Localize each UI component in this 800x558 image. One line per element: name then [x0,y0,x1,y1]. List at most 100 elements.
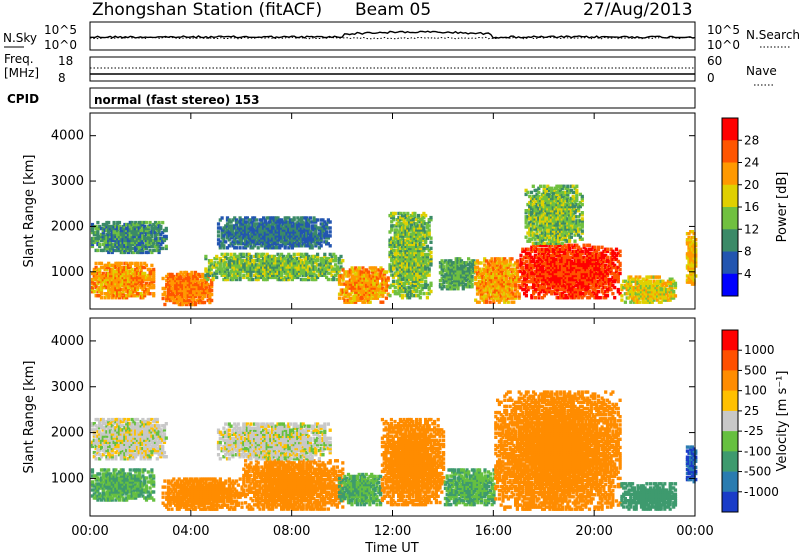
data-blob-power-5 [338,266,390,304]
power-swatch-5 [722,229,738,252]
data-blob-power-7 [439,257,476,290]
power-panel: 1000 2000 3000 4000 Slant Range [km] [22,113,697,309]
power-ytick-label-3: 4000 [51,129,84,144]
nsky-label: N.Sky [3,31,37,45]
velocity-swatch-4 [722,411,738,432]
x-tick-label-5: 20:00 [575,524,612,539]
freq-units-label: [MHz] [4,66,39,80]
power-ylabel: Slant Range [km] [22,155,37,268]
velocity-swatch-2 [722,370,738,391]
power-cbar-label-0: 28 [744,133,759,147]
velocity-swatch-7 [722,472,738,493]
velocity-cbar-label-0: 1000 [744,343,775,357]
velocity-cbar-label-3: 25 [744,404,759,418]
nsearch-label: N.Search [746,28,800,42]
velocity-swatch-0 [722,330,738,351]
date-title: 27/Aug/2013 [583,0,693,20]
x-tick-label-4: 16:00 [475,524,512,539]
data-blob-velocity-2 [162,477,244,511]
velocity-swatch-1 [722,350,738,371]
velocity-cbar-label-5: -100 [744,444,771,458]
data-blob-velocity-10 [686,445,698,483]
velocity-ytick-label-1: 2000 [51,426,84,441]
data-blob-power-10 [525,185,584,245]
data-blob-velocity-8 [494,390,622,511]
power-cbar-label-4: 12 [744,222,759,236]
power-swatch-2 [722,163,738,186]
data-blob-velocity-0 [91,418,168,461]
data-blob-power-0 [91,221,168,254]
power-cbar-label-1: 24 [744,156,759,170]
x-tick-label-2: 08:00 [273,524,310,539]
freq-tick-top: 18 [58,54,73,68]
power-cbar-label-2: 20 [744,178,759,192]
data-blob-velocity-4 [217,422,332,460]
velocity-cbar-title: Velocity [m s⁻¹] [775,371,790,472]
velocity-ytick-label-2: 3000 [51,380,84,395]
freq-label: Freq. [4,52,34,66]
velocity-cbar-label-4: -25 [744,424,764,438]
velocity-colorbar: 1000 500 100 25 -25 -100 -500 -1000 Velocity [m … [722,330,790,512]
beam-title: Beam 05 [355,0,431,20]
power-cbar-label-3: 16 [744,200,759,214]
power-ytick-label-0: 1000 [51,265,84,280]
data-blob-velocity-6 [381,418,445,506]
velocity-swatch-5 [722,431,738,452]
freq-panel [90,57,695,81]
data-blob-power-8 [474,257,521,304]
station-title: Zhongshan Station (fitACF) [92,0,322,20]
velocity-cbar-label-7: -1000 [744,485,779,499]
data-blob-velocity-9 [620,482,677,511]
x-axis-label: Time UT [364,541,418,554]
x-tick-label-1: 04:00 [172,524,209,539]
velocity-cbar-label-1: 500 [744,363,767,377]
power-cbar-label-5: 8 [744,245,752,259]
data-blob-power-6 [388,212,432,300]
power-ytick-label-2: 3000 [51,174,84,189]
nave-tick-bottom: 0 [707,71,715,85]
noise-lines [90,31,695,39]
cpid-label: CPID [7,92,39,106]
x-tick-labels: 00:00 04:00 08:00 12:00 16:00 20:00 00:00 [71,524,713,539]
power-swatch-0 [722,118,738,141]
data-blob-velocity-7 [444,468,496,506]
nave-tick-top: 60 [707,54,722,68]
mode-text: normal (fast stereo) 153 [94,93,260,107]
data-blob-power-3 [204,253,344,281]
x-tick-label-0: 00:00 [71,524,108,539]
velocity-swatch-3 [722,391,738,412]
data-blob-power-9 [519,244,621,300]
velocity-ytick-label-3: 4000 [51,334,84,349]
x-tick-label-6: 00:00 [676,524,713,539]
noise-tick-bottom-right: 10^0 [707,38,740,52]
nave-label: Nave [746,64,777,78]
power-swatch-7 [722,274,738,297]
data-blob-power-1 [91,262,155,300]
power-cbar-label-6: 4 [744,267,752,281]
power-swatch-6 [722,252,738,275]
freq-tick-bottom: 8 [58,71,66,85]
velocity-swatch-8 [722,492,738,513]
power-swatch-1 [722,140,738,163]
velocity-swatch-6 [722,451,738,472]
power-ytick-label-1: 2000 [51,219,84,234]
data-blob-power-4 [217,216,332,249]
velocity-cbar-label-2: 100 [744,384,767,398]
power-swatch-4 [722,207,738,230]
velocity-ylabel: Slant Range [km] [22,361,37,474]
noise-tick-top: 10^5 [44,23,77,37]
data-blob-power-11 [620,275,677,304]
power-swatch-3 [722,185,738,208]
velocity-cbar-label-6: -500 [744,465,771,479]
x-tick-label-3: 12:00 [374,524,411,539]
data-blob-velocity-1 [91,468,155,501]
noise-tick-bottom: 10^0 [44,38,77,52]
data-blob-power-12 [686,230,698,286]
noise-tick-top-right: 10^5 [707,23,740,37]
data-blob-velocity-3 [242,459,344,511]
data-blob-velocity-5 [338,473,382,507]
freq-lines [90,68,695,74]
